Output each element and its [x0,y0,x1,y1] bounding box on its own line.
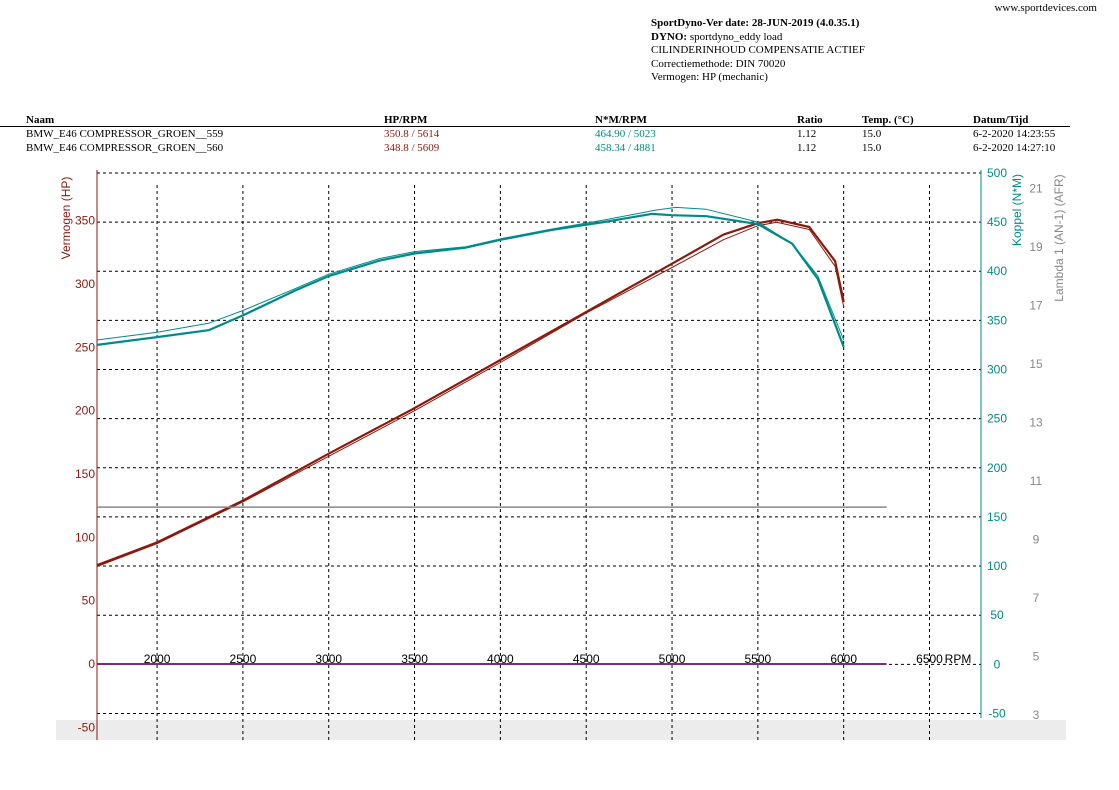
col-header-hp: HP/RPM [384,114,428,126]
cell-torque: 464.90 / 5023 [595,128,656,140]
cell-temp: 15.0 [862,128,882,140]
y-right2-tick-label: 9 [1033,532,1040,546]
compensation-note: CILINDERINHOUD COMPENSATIE ACTIEF [651,44,865,56]
table-row: BMW_E46 COMPRESSOR_GROEN__560 348.8 / 56… [26,142,1096,156]
y-right2-axis-label: Lambda 1 (AN-1) (AFR) [1052,174,1066,301]
y-right-tick-label: 400 [987,264,1007,278]
table-row: BMW_E46 COMPRESSOR_GROEN__559 350.8 / 56… [26,128,1096,142]
y-left-tick-label: 300 [75,277,95,291]
series-line [96,218,845,567]
y-right2-tick-label: 15 [1029,357,1043,371]
plot-bottom-band [56,720,1066,740]
y-right2-tick-label: 5 [1033,649,1040,663]
y-right2-tick-label: 11 [1030,474,1043,488]
cell-ratio: 1.12 [797,128,817,140]
cell-name: BMW_E46 COMPRESSOR_GROEN__560 [26,142,224,154]
y-right2-tick-label: 17 [1029,299,1043,313]
col-header-ratio: Ratio [797,114,823,126]
cell-datetime: 6-2-2020 14:23:55 [973,128,1056,140]
x-tick-label: 3500 [401,652,428,666]
cell-hp: 350.8 / 5614 [384,128,440,140]
axes [96,170,982,740]
cell-temp: 15.0 [862,142,882,154]
y-left-axis-label: Vermogen (HP) [59,177,73,260]
col-header-name: Naam [26,114,55,126]
y-left-tick-label: 50 [82,594,96,608]
x-tick-label: 4500 [573,652,600,666]
y-right2-tick-label: 19 [1029,240,1043,254]
dyno-value: sportdyno_eddy load [689,30,783,43]
y-right-axis-label: Koppel (N*M) [1010,174,1024,246]
y-left-tick-label: -50 [78,720,96,734]
y-left-tick-label: 250 [75,340,95,354]
table-header-divider [0,126,1070,127]
software-version: SportDyno-Ver date: 28-JUN-2019 (4.0.35.… [651,17,860,29]
y-left-tick-label: 0 [88,657,95,671]
table-header-row: Naam HP/RPM N*M/RPM Ratio Temp. (°C) Dat… [26,114,1096,128]
x-tick-label: 2000 [144,652,171,666]
power-unit: Vermogen: HP (mechanic) [651,71,768,83]
y-right-tick-label: 150 [987,510,1007,524]
y-right-tick-label: 50 [990,608,1004,622]
grid-lines [97,172,981,740]
x-tick-label: 6000 [830,652,857,666]
y-right2-tick-label: 7 [1033,591,1040,605]
x-axis-label: RPM [945,652,972,666]
y-left-tick-label: 150 [75,467,95,481]
y-right-tick-label: 500 [987,166,1007,180]
correction-method: Correctiemethode: DIN 70020 [651,57,786,70]
x-tick-label: 6500 [916,652,943,666]
y-right-tick-label: 300 [987,363,1007,377]
tick-labels: -50 0 50 100 150 200 250 300 350 -50 0 50 100 150 200 2… [75,166,1043,734]
cell-datetime: 6-2-2020 14:27:10 [973,142,1056,154]
website-url: www.sportdevices.com [994,2,1097,14]
y-right2-tick-label: 21 [1029,182,1043,196]
cell-hp: 348.8 / 5609 [384,142,440,154]
y-right-tick-label: 100 [987,559,1007,573]
y-right-tick-label: 250 [987,412,1007,426]
y-left-tick-label: 100 [75,530,95,544]
x-tick-label: 5500 [745,652,772,666]
y-right-tick-label: -50 [988,706,1006,720]
cell-name: BMW_E46 COMPRESSOR_GROEN__559 [26,128,224,140]
series-line [96,212,845,348]
y-left-tick-label: 350 [75,214,95,228]
run-table: Naam HP/RPM N*M/RPM Ratio Temp. (°C) Dat… [26,114,1096,156]
col-header-datetime: Datum/Tijd [973,114,1029,126]
y-right2-tick-label: 13 [1029,416,1043,430]
col-header-temp: Temp. (°C) [862,114,914,126]
y-right2-tick-label: 3 [1033,708,1040,722]
cell-ratio: 1.12 [797,142,817,154]
dyno-label: DYNO: [651,30,688,43]
x-tick-label: 5000 [659,652,686,666]
dyno-header: SportDyno-Ver date: 28-JUN-2019 (4.0.35.… [651,17,865,85]
x-tick-label: 4000 [487,652,514,666]
col-header-torque: N*M/RPM [595,114,647,126]
cell-torque: 458.34 / 4881 [595,142,656,154]
series-lines [96,206,887,665]
y-right-tick-label: 450 [987,215,1007,229]
y-right-tick-label: 0 [994,657,1001,671]
x-tick-label: 3000 [315,652,342,666]
y-right-tick-label: 350 [987,313,1007,327]
x-tick-label: 2500 [230,652,257,666]
series-line [96,221,845,567]
y-right-tick-label: 200 [987,461,1007,475]
y-left-tick-label: 200 [75,404,95,418]
